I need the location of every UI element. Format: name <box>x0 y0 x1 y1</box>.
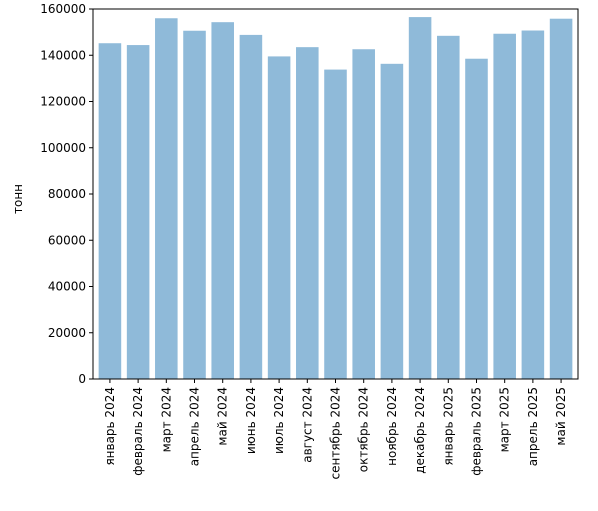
y-tick-label: 120000 <box>40 95 86 109</box>
y-tick-label: 140000 <box>40 48 86 62</box>
y-tick-label: 40000 <box>48 280 86 294</box>
bar <box>465 58 488 379</box>
bar <box>183 30 206 380</box>
bar <box>98 43 122 379</box>
y-tick-label: 60000 <box>48 233 86 247</box>
bar <box>239 34 263 380</box>
x-tick-label: декабрь 2024 <box>413 387 427 474</box>
x-tick-label: октябрь 2024 <box>357 387 371 472</box>
bar <box>352 49 375 380</box>
bar <box>296 47 319 379</box>
y-tick-label: 0 <box>78 372 86 386</box>
bar <box>549 18 573 380</box>
bar <box>155 18 178 379</box>
y-tick-label: 160000 <box>40 2 86 16</box>
x-tick-label: апрель 2025 <box>526 387 540 466</box>
x-tick-label: март 2025 <box>498 387 512 452</box>
x-tick-label: сентябрь 2024 <box>329 387 343 479</box>
bar <box>521 30 545 379</box>
x-tick-label: февраль 2025 <box>469 387 483 476</box>
x-tick-label: июнь 2024 <box>244 387 258 454</box>
x-tick-label: февраль 2024 <box>131 387 145 476</box>
y-tick-label: 100000 <box>40 141 86 155</box>
bar <box>126 45 150 379</box>
bar <box>267 56 291 379</box>
y-tick-label: 20000 <box>48 326 86 340</box>
x-tick-label: август 2024 <box>300 387 314 463</box>
x-tick-label: апрель 2024 <box>188 387 202 466</box>
x-tick-label: ноябрь 2024 <box>385 387 399 466</box>
x-tick-label: март 2024 <box>159 387 173 452</box>
x-tick-label: январь 2024 <box>103 387 117 466</box>
x-tick-label: январь 2025 <box>441 387 455 466</box>
x-tick-label: июль 2024 <box>272 387 286 454</box>
bar <box>493 33 516 380</box>
x-tick-label: май 2024 <box>216 387 230 446</box>
x-tick-label: май 2025 <box>554 387 568 446</box>
bar <box>324 69 347 379</box>
bar <box>380 63 404 380</box>
bar <box>408 17 432 380</box>
bar <box>437 35 460 379</box>
bar <box>211 22 234 380</box>
y-axis-label: тонн <box>11 184 25 214</box>
y-tick-label: 80000 <box>48 187 86 201</box>
